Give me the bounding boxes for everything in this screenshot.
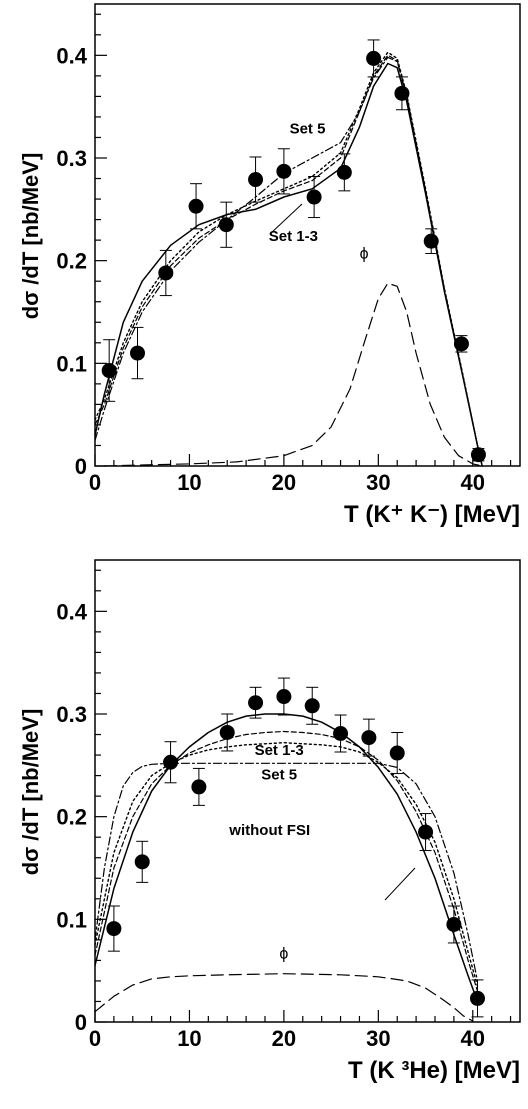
curve-long-dashed [103,282,483,467]
data-point [219,724,235,740]
y-tick-label: 0.4 [56,43,87,68]
without-fsi-pointer [384,867,416,901]
data-point [101,363,117,379]
data-point [394,85,410,101]
curve-solid [94,713,479,1003]
data-point [470,990,485,1006]
data-point [453,336,469,352]
plot-frame-top [94,3,521,467]
data-point [106,921,122,937]
chart-top: 0 10 20 30 40 0 0.1 0.2 0.3 0.4 Set 5 Set 1-3 ϕ dσ … [18,3,521,528]
data-point [333,726,349,742]
curve-dash-dot [94,56,483,467]
axes-top: 0 10 20 30 40 0 0.1 0.2 0.3 0.4 [56,13,512,495]
plot-frame-bottom [94,559,521,1023]
data-point [389,745,405,761]
x-axis-label-bottom: T (K ³He) [MeV] [348,1057,520,1084]
x-tick-label: 20 [272,1026,296,1051]
y-tick-label: 0 [75,1010,87,1035]
x-tick-label: 0 [89,1026,101,1051]
data-point [418,824,434,840]
curve-dash-dot [94,762,479,982]
data-point [423,233,439,249]
data-point [336,164,352,180]
x-tick-label: 40 [461,470,485,495]
curve-annotation: Set 5 [261,767,297,784]
data-point [163,754,179,770]
y-tick-label: 0.1 [56,351,87,376]
curve-annotation: Set 1-3 [269,228,318,245]
curve-annotation: without FSI [228,822,310,839]
annotations-top: Set 5 Set 1-3 ϕ [269,120,369,262]
data-point [191,779,207,795]
x-tick-label: 30 [366,1026,390,1051]
chart-bottom: 0 10 20 30 40 0 0.1 0.2 0.3 0.4 Set 1-3 Set 5 witho… [18,559,521,1084]
x-tick-label: 0 [89,470,101,495]
data-point [276,163,292,179]
y-tick-label: 0.2 [56,249,87,274]
data-points-top [101,39,486,463]
data-point [248,172,264,188]
y-tick-label: 0.1 [56,907,87,932]
curves-top [94,51,483,467]
data-point [248,695,264,711]
x-tick-label: 10 [177,470,201,495]
curve-annotation: ϕ [360,246,369,263]
y-axis-label-bottom: dσ /dT [nb/MeV] [18,709,43,876]
curve-dashed [94,54,483,467]
data-point [188,198,204,214]
y-tick-label: 0.3 [56,146,87,171]
annotations-bottom: Set 1-3 Set 5 without FSI ϕ [228,742,310,962]
y-tick-label: 0.4 [56,599,87,624]
curve-long-dashed [94,973,474,1022]
data-point [134,854,150,870]
data-point [276,689,292,705]
x-tick-label: 10 [177,1026,201,1051]
x-axis-label-top: T (K⁺ K⁻) [MeV] [344,501,520,528]
curve-annotation: ϕ [279,945,288,962]
data-point [158,265,174,281]
y-tick-label: 0 [75,454,87,479]
y-tick-label: 0.3 [56,702,87,727]
curves-bottom [94,713,479,1022]
data-point [304,698,320,714]
data-points-bottom [106,677,485,1018]
curve-dotted [94,51,483,467]
data-point [306,189,322,205]
y-axis-label-top: dσ /dT [nb/MeV] [18,153,43,320]
data-point [361,730,377,746]
curve-annotation: Set 1-3 [255,742,304,759]
x-tick-label: 30 [366,470,390,495]
set13-pointer-top [269,203,303,235]
x-tick-label: 40 [461,1026,485,1051]
data-point [366,50,382,66]
curve-annotation: Set 5 [290,120,326,137]
x-tick-label: 20 [272,470,296,495]
data-point [446,916,462,932]
y-tick-label: 0.2 [56,805,87,830]
axes-bottom: 0 10 20 30 40 0 0.1 0.2 0.3 0.4 [56,569,512,1051]
data-point [470,447,486,463]
data-point [218,217,234,233]
data-point [130,345,145,361]
